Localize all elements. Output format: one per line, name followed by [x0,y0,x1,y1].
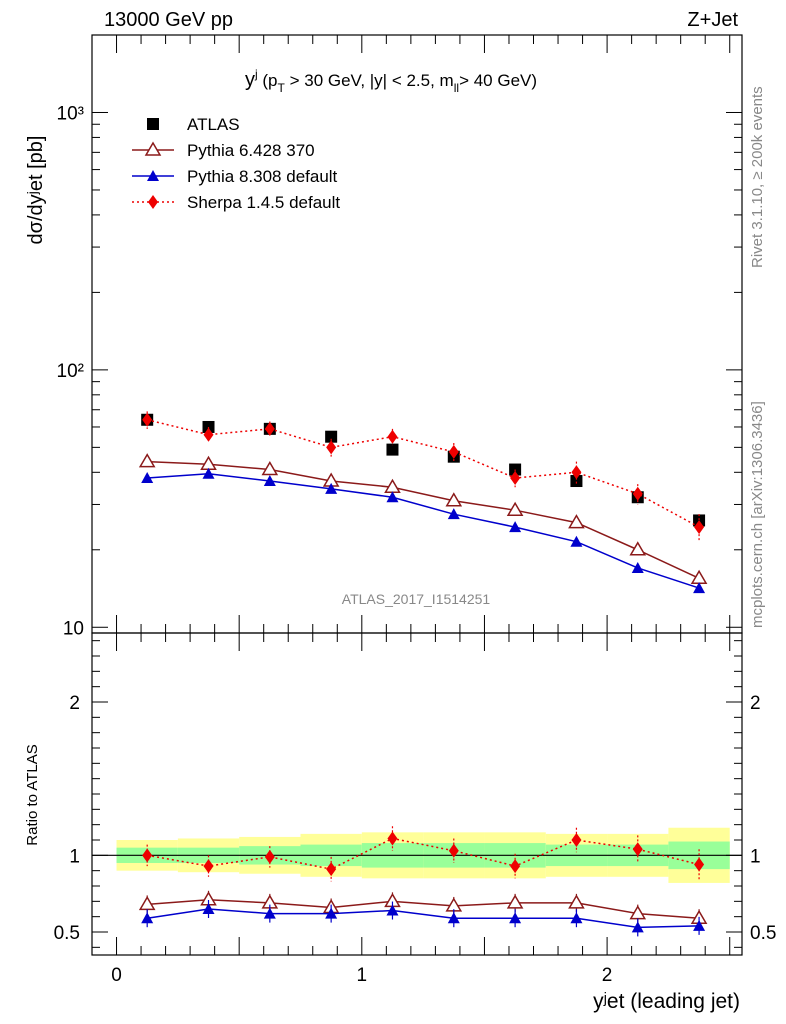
data-point [325,430,338,443]
rivet-version-label: Rivet 3.1.10, ≥ 200k events [749,86,766,268]
data-point [629,541,647,556]
ratio-data-point [694,857,705,872]
ratio-data-point [509,912,522,924]
series-line [147,472,700,589]
ratio-y-tick-label: 1 [69,846,80,867]
data-point [570,535,583,547]
header-energy-label: 13000 GeV pp [104,9,233,31]
ratio-y-tick-label-right: 2 [750,693,761,714]
ratio-data-point [142,848,153,863]
upper-plot-series [138,411,708,594]
ratio-data-point [448,843,459,858]
ratio-data-point [632,842,643,857]
legend-marker [148,195,158,209]
legend-marker [147,118,159,130]
ratio-data-point [387,831,398,846]
ratio-data-point [203,859,214,874]
plot-title: yj (pT > 30 GeV, |y| < 2.5, mll> 40 GeV) [245,67,537,95]
x-tick-label: 2 [602,965,613,986]
data-point [261,461,279,476]
legend-label: ATLAS [187,115,240,134]
mcplots-reference-label: mcplots.cern.ch [arXiv:1306.3436] [749,401,766,628]
data-point [632,486,643,501]
data-point [568,514,585,529]
analysis-watermark: ATLAS_2017_I1514251 [342,591,491,607]
ratio-data-point [263,907,276,919]
header-process-label: Z+Jet [687,9,738,31]
ratio-data-point [202,903,215,914]
ratio-y-tick-label-right: 1 [750,846,761,867]
legend: ATLAS Pythia 6.428 370 Pythia 8.308 defaul… [132,115,340,212]
y-tick-label: 10³ [57,103,84,124]
data-point [142,412,153,427]
ratio-data-point [693,919,706,931]
data-point [386,443,399,456]
series-line [147,460,700,579]
ratio-uncertainty-bands [92,827,742,883]
legend-label: Pythia 6.428 370 [187,141,315,160]
ratio-data-point [325,907,338,919]
data-point [510,471,521,486]
y-tick-label: 10² [57,361,84,382]
data-point [325,482,338,494]
ratio-data-point [506,894,524,909]
data-point [445,492,463,507]
upper-y-axis: 10 10² 10³ [57,34,742,639]
x-axis-label: yʲet (leading jet) [593,990,740,1013]
data-point [570,475,583,488]
ratio-data-point [447,912,460,924]
ratio-data-point [386,904,399,916]
data-point [263,475,276,487]
lower-plot-frame [91,632,743,956]
ratio-data-point [264,849,275,864]
data-point [509,521,522,533]
legend-label: Pythia 8.308 default [187,167,338,186]
data-point [326,440,337,455]
series-line [147,419,700,528]
data-point [571,465,582,480]
legend-label: Sherpa 1.4.5 default [187,193,340,212]
upper-y-axis-label: dσ/dyʲet [pb] [25,136,47,245]
legend-marker [147,170,159,181]
data-point [200,455,217,470]
lower-axes: 0.5 0.5 1 1 2 2 0 1 2 [54,633,776,986]
data-point [203,427,214,442]
legend-marker [144,141,162,156]
data-point [138,453,156,468]
ratio-series-line [147,899,700,919]
ratio-data-point [568,894,585,909]
ratio-data-point [631,921,644,933]
lower-frame-border [91,632,743,956]
ratio-data-point [571,833,582,847]
data-point [387,429,398,444]
data-point [264,421,275,436]
x-tick-label: 0 [111,965,122,986]
ratio-data-point [570,912,583,924]
data-point [202,467,215,479]
data-point [690,569,708,585]
ratio-data-point [141,912,154,924]
data-point [693,582,706,594]
data-point [141,472,154,484]
data-point [506,501,524,516]
lower-y-axis-label: Ratio to ATLAS [24,744,41,845]
ratio-y-tick-label: 0.5 [54,923,80,944]
ratio-series-line [147,837,700,870]
data-point [631,561,644,573]
lower-plot-series [138,826,708,937]
x-tick-label: 1 [357,965,368,986]
ratio-data-point [326,862,337,877]
data-point [386,491,399,503]
data-point [447,508,460,520]
data-point [694,520,705,535]
ratio-data-point [510,859,521,874]
ratio-y-tick-label: 2 [69,693,80,714]
ratio-y-tick-label-right: 0.5 [750,923,776,944]
y-tick-label: 10 [63,618,84,639]
ratio-series-line [147,908,700,929]
data-point [448,444,459,459]
